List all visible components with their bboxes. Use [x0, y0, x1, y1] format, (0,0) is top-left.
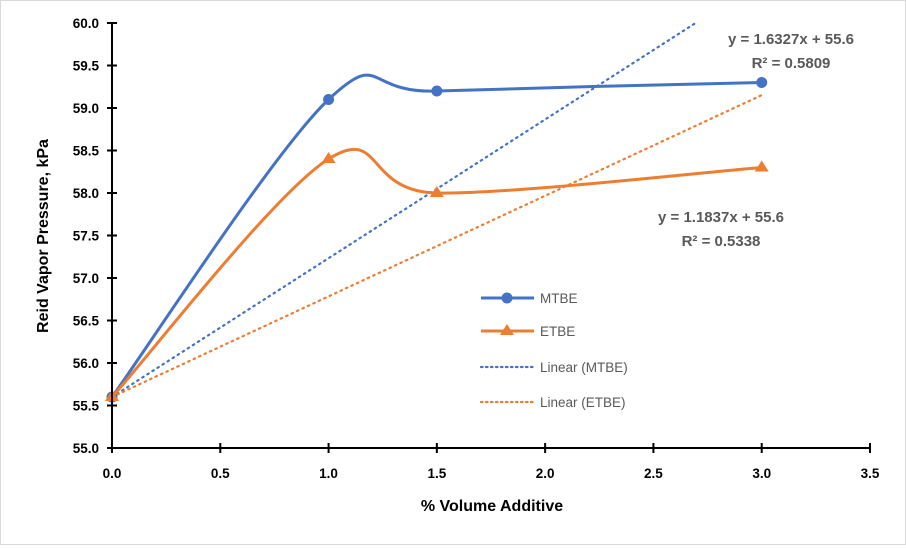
data-point-mtbe[interactable] [756, 77, 768, 88]
x-tick-label: 2.0 [536, 466, 555, 481]
y-axis-ticks: 55.0 55.5 56.0 56.5 57.0 57.5 58.0 58.5 59.0 59.5… [73, 16, 117, 456]
data-point-mtbe[interactable] [431, 85, 443, 97]
legend-item-mtbe[interactable]: MTBE [481, 291, 578, 306]
y-tick-label: 55.0 [73, 441, 99, 456]
x-tick-label: 1.0 [319, 466, 338, 481]
x-tick-label: 3.0 [752, 466, 771, 481]
x-tick-label: 0.5 [211, 466, 230, 481]
y-tick-label: 59.0 [73, 101, 99, 116]
legend-label-linear-mtbe: Linear (MTBE) [540, 360, 628, 375]
trendline-linear-mtbe [110, 21, 697, 399]
x-tick-label: 1.5 [427, 466, 446, 481]
y-tick-label: 60.0 [73, 16, 99, 31]
legend-label-mtbe: MTBE [540, 291, 578, 306]
y-axis-title: Reid Vapor Pressure, kPa [35, 139, 52, 333]
legend-marker-circle-icon [501, 292, 513, 304]
legend-marker-triangle-icon [500, 324, 514, 335]
trendline-linear-etbe [110, 94, 763, 399]
plot-layer [105, 21, 769, 403]
data-point-etbe[interactable] [429, 186, 444, 197]
x-tick-label: 2.5 [644, 466, 663, 481]
x-tick-label: 3.5 [861, 466, 880, 481]
etbe-trend-r-squared: R² = 0.5338 [682, 233, 761, 250]
legend: MTBE ETBE Linear (MTBE) Linear (ETBE) [479, 291, 628, 410]
y-tick-label: 57.5 [73, 229, 100, 244]
y-tick-label: 59.5 [73, 59, 100, 74]
x-axis-title: % Volume Additive [421, 498, 563, 515]
y-tick-label: 56.5 [73, 314, 100, 329]
legend-item-linear-mtbe[interactable]: Linear (MTBE) [479, 360, 628, 375]
series-line-mtbe [110, 73, 764, 399]
legend-label-etbe: ETBE [540, 324, 575, 339]
y-tick-label: 56.0 [73, 356, 99, 371]
mtbe-trend-equation: y = 1.6327x + 55.6 [728, 31, 854, 48]
data-point-etbe[interactable] [321, 152, 336, 163]
legend-item-etbe[interactable]: ETBE [481, 324, 575, 339]
y-tick-label: 58.0 [73, 186, 99, 201]
legend-item-linear-etbe[interactable]: Linear (ETBE) [479, 395, 626, 410]
y-tick-label: 57.0 [73, 271, 99, 286]
y-tick-label: 55.5 [73, 399, 100, 414]
series-line-etbe [110, 147, 764, 399]
data-point-etbe[interactable] [754, 160, 769, 172]
data-point-mtbe[interactable] [323, 94, 335, 105]
mtbe-trend-r-squared: R² = 0.5809 [752, 55, 831, 72]
y-tick-label: 58.5 [73, 144, 100, 159]
etbe-trend-equation: y = 1.1837x + 55.6 [658, 209, 784, 226]
legend-label-linear-etbe: Linear (ETBE) [540, 395, 626, 410]
x-axis-ticks: 0.0 0.5 1.0 1.5 2.0 2.5 3.0 3.5 [103, 443, 880, 481]
x-tick-label: 0.0 [103, 466, 122, 481]
